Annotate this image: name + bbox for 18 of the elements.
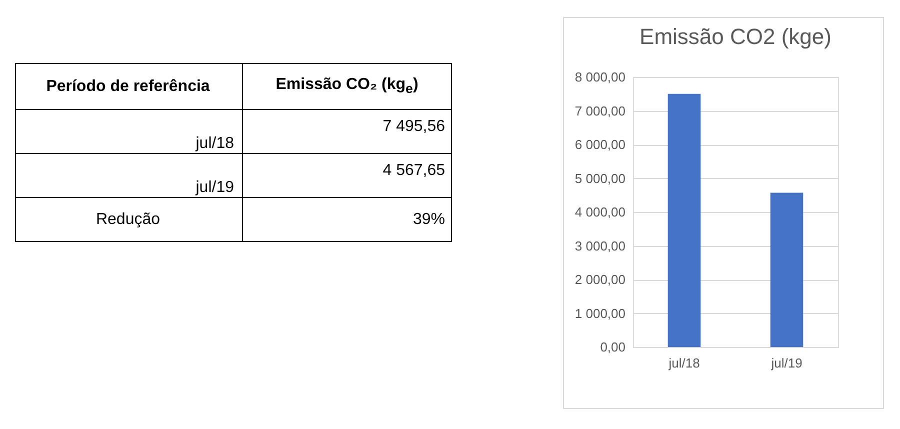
y-tick-label: 1 000,00 — [574, 306, 626, 321]
y-tick-label: 7 000,00 — [574, 103, 626, 118]
text: 7 495,56 — [242, 110, 452, 154]
y-tick-label: 5 000,00 — [574, 170, 626, 186]
text: Redução — [16, 198, 242, 242]
y-tick-label: 2 000,00 — [574, 272, 626, 287]
y-tick-label: 8 000,00 — [574, 70, 626, 84]
text: jul/18 — [16, 110, 242, 154]
text: Emissão CO₂ (kg$_{e}$) — [242, 64, 452, 110]
text: Período de referência — [16, 64, 242, 110]
y-tick-label: 3 000,00 — [574, 238, 626, 254]
text: jul/19 — [16, 154, 242, 198]
text: 39% — [242, 198, 452, 242]
chart-title: Emissão CO2 (kge) — [640, 24, 832, 49]
text: 4 567,65 — [242, 154, 452, 198]
y-tick-label: 0,00 — [600, 340, 626, 354]
y-tick-label: 4 000,00 — [574, 204, 626, 220]
y-tick-label: 6 000,00 — [574, 137, 626, 152]
